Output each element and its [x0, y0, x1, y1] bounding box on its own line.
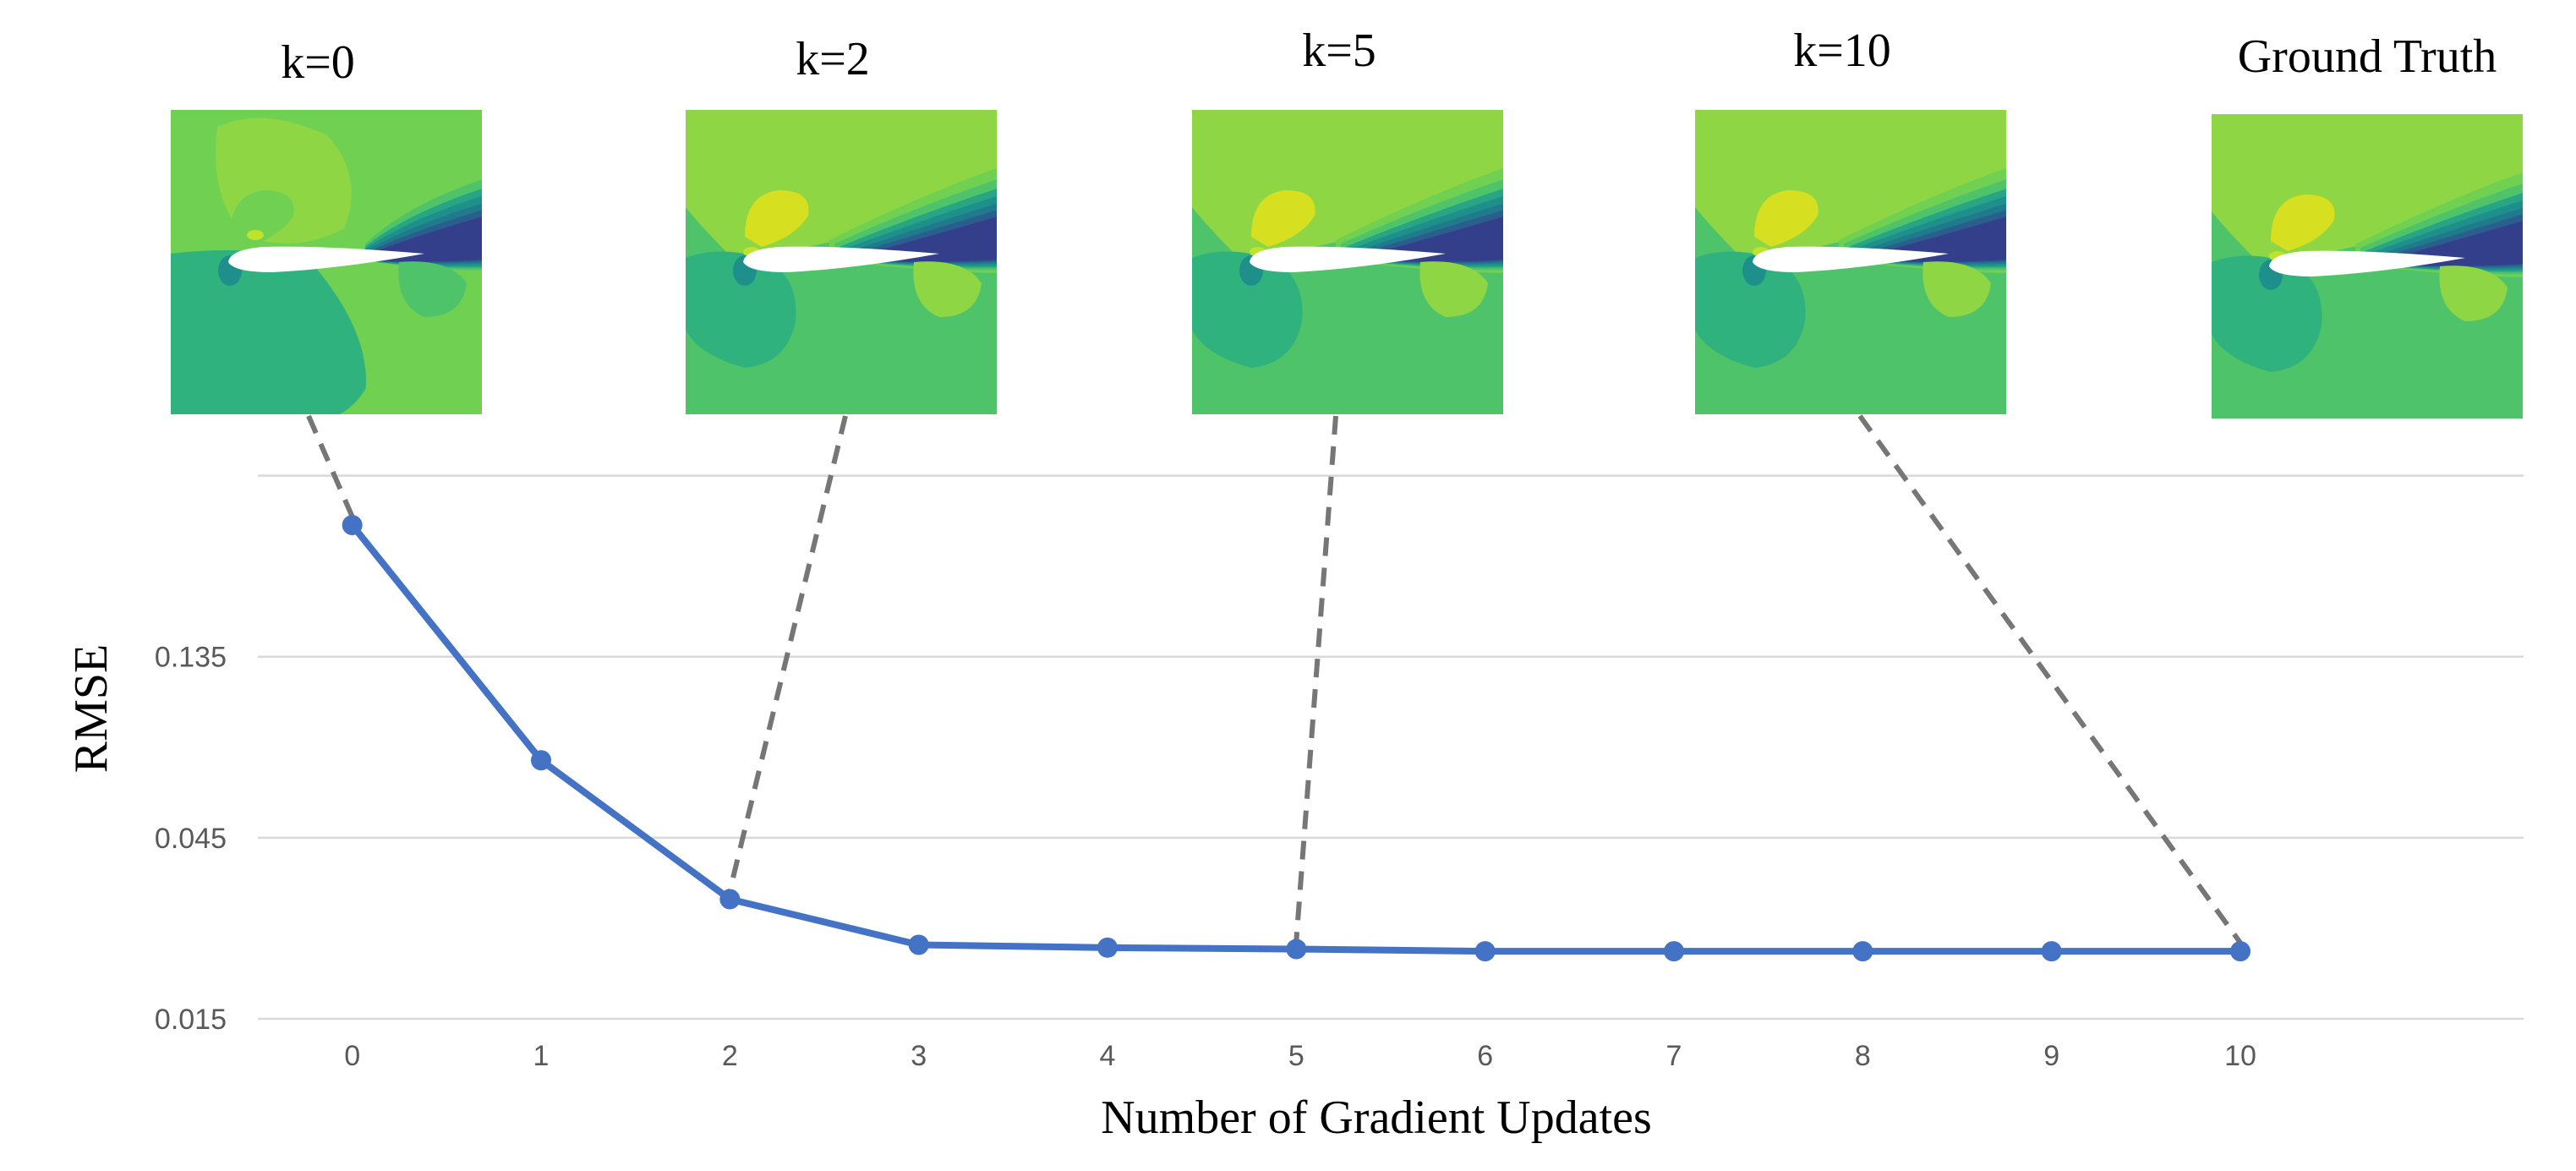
x-tick-label: 0: [344, 1040, 360, 1072]
x-tick-label: 8: [1855, 1040, 1871, 1072]
x-tick-label: 2: [722, 1040, 738, 1072]
y-axis-label: RMSE: [65, 644, 118, 774]
series-line-layer: [348, 522, 2244, 955]
flow-field-panels: k=0 k=2 k=5 k=10 Ground Truth: [171, 25, 2523, 419]
flow-panel: [686, 110, 997, 414]
x-tick-label: 5: [1288, 1040, 1304, 1072]
y-tick-labels: 0.015 0.045 0.135: [155, 642, 227, 1036]
x-tick-label: 9: [2043, 1040, 2059, 1072]
data-point: [1097, 937, 1118, 958]
flow-panel: [1695, 110, 2006, 414]
flow-panel: [2212, 114, 2523, 419]
data-point: [1474, 941, 1496, 962]
series-line: [348, 522, 2244, 955]
grid-lines: [258, 474, 2524, 1021]
panel-title: k=0: [281, 36, 355, 89]
data-point: [1664, 941, 1684, 962]
panel-title: k=5: [1302, 25, 1376, 77]
y-tick-label: 0.015: [155, 1004, 227, 1036]
data-point: [908, 934, 929, 955]
x-tick-label: 6: [1477, 1040, 1493, 1072]
x-tick-label: 4: [1100, 1040, 1116, 1072]
data-point: [2230, 941, 2251, 962]
data-point: [531, 750, 551, 771]
flow-panel: [1192, 110, 1503, 414]
flow-panel: [171, 110, 482, 414]
connector-line: [1857, 414, 2243, 944]
x-axis-label: Number of Gradient Updates: [1101, 1092, 1652, 1144]
panel-connectors: [306, 414, 2243, 944]
x-tick-labels: 0 1 2 3 4 5 6 7 8 9 10: [344, 1040, 2256, 1072]
y-tick-label: 0.045: [155, 823, 227, 855]
x-tick-label: 3: [911, 1040, 927, 1072]
data-point: [2041, 941, 2062, 962]
panel-title: k=2: [796, 33, 870, 85]
connector-line: [1293, 415, 1338, 941]
connector-line: [727, 415, 848, 892]
x-tick-label: 1: [533, 1040, 550, 1072]
data-point: [719, 889, 741, 910]
data-point: [342, 515, 363, 536]
panel-title: k=10: [1793, 25, 1891, 77]
x-tick-label: 10: [2224, 1040, 2256, 1072]
data-points: [342, 515, 2251, 962]
connector-line: [306, 414, 355, 518]
panel-title: Ground Truth: [2238, 30, 2497, 83]
data-point: [1852, 941, 1873, 962]
data-point: [1286, 938, 1307, 960]
y-tick-label: 0.135: [155, 642, 227, 674]
x-tick-label: 7: [1666, 1040, 1682, 1072]
